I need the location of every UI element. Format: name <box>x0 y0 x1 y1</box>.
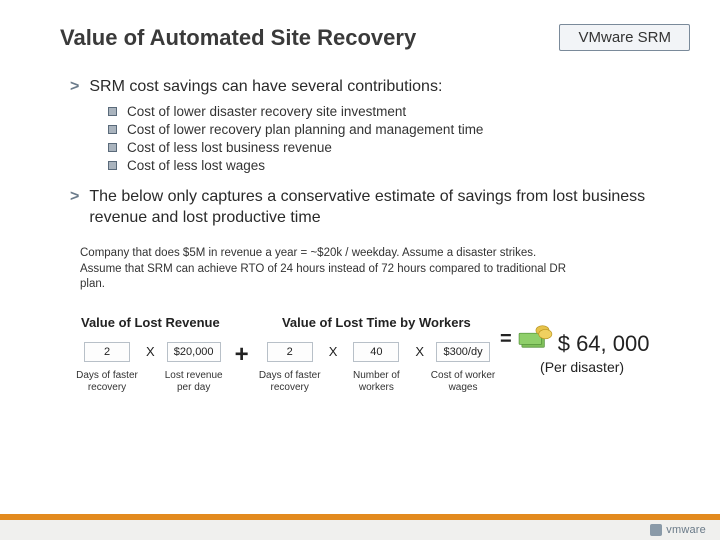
footer-bottom: vmware <box>0 520 720 540</box>
bullet-row: > The below only captures a conservative… <box>70 187 672 229</box>
calculation-row: Value of Lost Revenue 2 Days of faster r… <box>70 315 672 394</box>
equals-op: = <box>500 328 512 351</box>
scenario-text: Company that does $5M in revenue a year … <box>80 246 572 293</box>
result-value: $ 64, 000 <box>558 331 650 357</box>
square-icon <box>108 143 117 152</box>
sub-bullet-list: Cost of lower disaster recovery site inv… <box>108 104 672 173</box>
factor-value: 2 <box>267 342 313 362</box>
product-badge: VMware SRM <box>559 24 690 51</box>
sub-bullet: Cost of lower recovery plan planning and… <box>108 122 672 137</box>
logo-icon <box>650 524 662 536</box>
factor-label: Lost revenue per day <box>160 370 228 394</box>
plus-op: + <box>235 341 249 369</box>
factor-label: Cost of worker wages <box>429 370 497 394</box>
block-title: Value of Lost Time by Workers <box>282 315 471 330</box>
block-title: Value of Lost Revenue <box>81 315 220 330</box>
sub-bullet: Cost of less lost wages <box>108 158 672 173</box>
factor-value: $300/dy <box>436 342 489 362</box>
sub-bullet-text: Cost of less lost wages <box>127 158 265 173</box>
bullet-text: SRM cost savings can have several contri… <box>89 77 442 98</box>
page-title: Value of Automated Site Recovery <box>60 25 416 51</box>
factor-label: Days of faster recovery <box>256 370 324 394</box>
factor: 40 Number of workers <box>345 342 407 394</box>
factor: 2 Days of faster recovery <box>259 342 321 394</box>
factor-value: $20,000 <box>167 342 221 362</box>
sub-bullet: Cost of less lost business revenue <box>108 140 672 155</box>
multiply-op: X <box>329 344 338 359</box>
chevron-icon: > <box>70 77 79 98</box>
money-icon <box>516 321 554 351</box>
result-block: = $ 64, 000 (Per disaster) <box>500 329 649 375</box>
square-icon <box>108 161 117 170</box>
result-sub: (Per disaster) <box>540 359 624 375</box>
logo-text: vmware <box>666 524 706 536</box>
footer: vmware <box>0 508 720 540</box>
multiply-op: X <box>146 344 155 359</box>
sub-bullet: Cost of lower disaster recovery site inv… <box>108 104 672 119</box>
factor-label: Number of workers <box>342 370 410 394</box>
content-area: > SRM cost savings can have several cont… <box>0 59 720 394</box>
square-icon <box>108 107 117 116</box>
bullet-row: > SRM cost savings can have several cont… <box>70 77 672 98</box>
factor: 2 Days of faster recovery <box>76 342 138 394</box>
factor-value: 40 <box>353 342 399 362</box>
factor-value: 2 <box>84 342 130 362</box>
sub-bullet-text: Cost of less lost business revenue <box>127 140 332 155</box>
factor: $20,000 Lost revenue per day <box>163 342 225 394</box>
sub-bullet-text: Cost of lower recovery plan planning and… <box>127 122 483 137</box>
factor: $300/dy Cost of worker wages <box>432 342 494 394</box>
lost-time-block: Value of Lost Time by Workers 2 Days of … <box>259 315 494 394</box>
square-icon <box>108 125 117 134</box>
bullet-text: The below only captures a conservative e… <box>89 187 672 229</box>
lost-revenue-block: Value of Lost Revenue 2 Days of faster r… <box>76 315 225 394</box>
factor-label: Days of faster recovery <box>73 370 141 394</box>
chevron-icon: > <box>70 187 79 208</box>
multiply-op: X <box>415 344 424 359</box>
sub-bullet-text: Cost of lower disaster recovery site inv… <box>127 104 406 119</box>
